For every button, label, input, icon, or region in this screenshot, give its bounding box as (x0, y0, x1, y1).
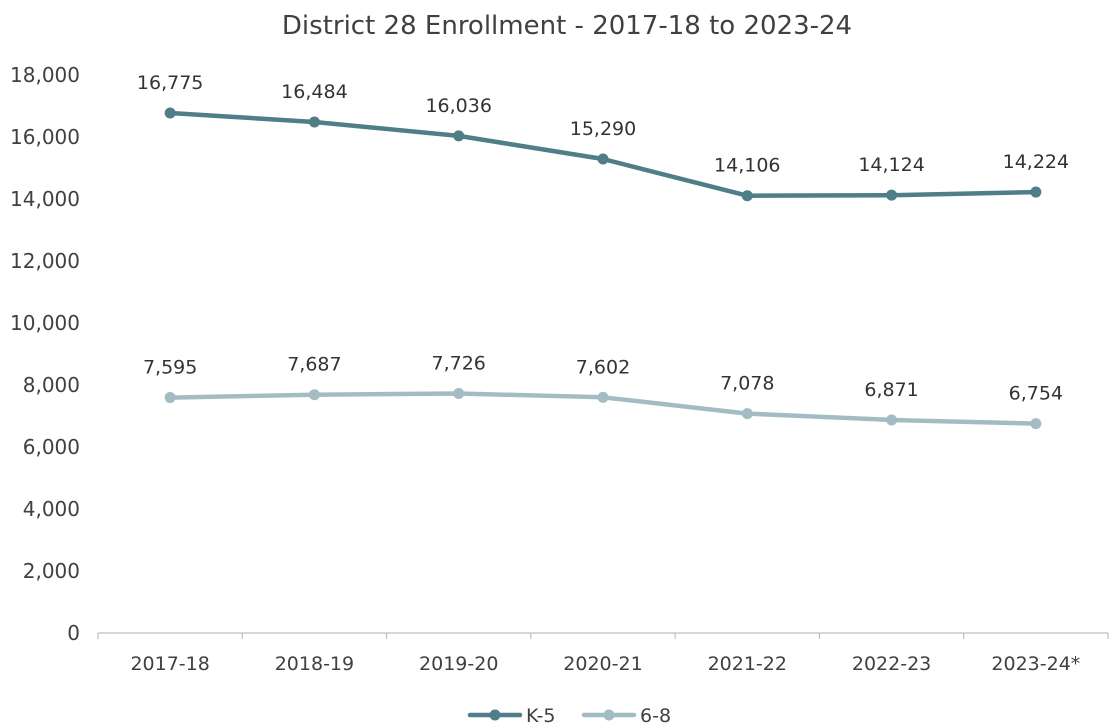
legend-marker (489, 709, 501, 721)
data-point (308, 389, 320, 401)
data-label: 14,124 (858, 154, 924, 176)
y-tick-label: 16,000 (10, 125, 80, 149)
x-tick-label: 2023-24* (991, 653, 1080, 675)
x-tick-label: 2019-20 (419, 653, 498, 675)
y-tick-label: 18,000 (10, 63, 80, 87)
x-tick-label: 2022-23 (852, 653, 931, 675)
y-tick-label: 14,000 (10, 187, 80, 211)
data-point (164, 392, 176, 404)
data-point (453, 387, 465, 399)
data-labels: 16,775 16,484 16,036 15,290 14,106 14,124 14,2… (137, 72, 1069, 405)
y-tick-label: 8,000 (23, 373, 80, 397)
legend-item: 6-8 (581, 705, 671, 727)
data-point (741, 190, 753, 202)
data-label: 16,484 (281, 81, 347, 103)
data-point (1030, 186, 1042, 198)
data-label: 14,224 (1003, 151, 1069, 173)
chart-title: District 28 Enrollment - 2017-18 to 2023… (282, 11, 852, 41)
series-6-8 (164, 387, 1042, 430)
data-label: 7,687 (287, 354, 341, 376)
data-point (597, 391, 609, 403)
x-tick-label: 2021-22 (708, 653, 787, 675)
y-tick-label: 2,000 (23, 559, 80, 583)
x-tick-label: 2018-19 (275, 653, 354, 675)
data-point (164, 107, 176, 119)
y-tick-label: 10,000 (10, 311, 80, 335)
y-tick-label: 12,000 (10, 249, 80, 273)
x-tick-label: 2020-21 (563, 653, 642, 675)
x-tick-label: 2017-18 (130, 653, 209, 675)
series-layer (164, 107, 1042, 430)
y-tick-label: 4,000 (23, 497, 80, 521)
axes: 0 2,000 4,000 6,000 8,000 10,000 12,000 14,000 1… (10, 63, 1109, 675)
data-point (886, 414, 898, 426)
legend-item: K-5 (467, 705, 555, 727)
data-point (453, 130, 465, 142)
data-label: 6,871 (864, 379, 918, 401)
data-label: 7,726 (432, 352, 486, 374)
legend-marker (603, 709, 615, 721)
data-label: 15,290 (570, 118, 636, 140)
data-label: 16,036 (425, 95, 491, 117)
data-point (597, 153, 609, 165)
legend-label: 6-8 (640, 705, 671, 727)
y-tick-label: 0 (67, 621, 80, 645)
data-label: 16,775 (137, 72, 203, 94)
data-label: 7,595 (143, 357, 197, 379)
data-label: 7,078 (720, 373, 774, 395)
data-point (308, 116, 320, 128)
series-k-5 (164, 107, 1042, 202)
y-tick-label: 6,000 (23, 435, 80, 459)
data-point (741, 408, 753, 420)
data-label: 7,602 (576, 356, 630, 378)
data-point (1030, 418, 1042, 430)
data-point (886, 189, 898, 201)
data-label: 14,106 (714, 155, 780, 177)
data-label: 6,754 (1009, 383, 1063, 405)
legend: K-5 6-8 (467, 705, 671, 727)
legend-label: K-5 (526, 705, 555, 727)
